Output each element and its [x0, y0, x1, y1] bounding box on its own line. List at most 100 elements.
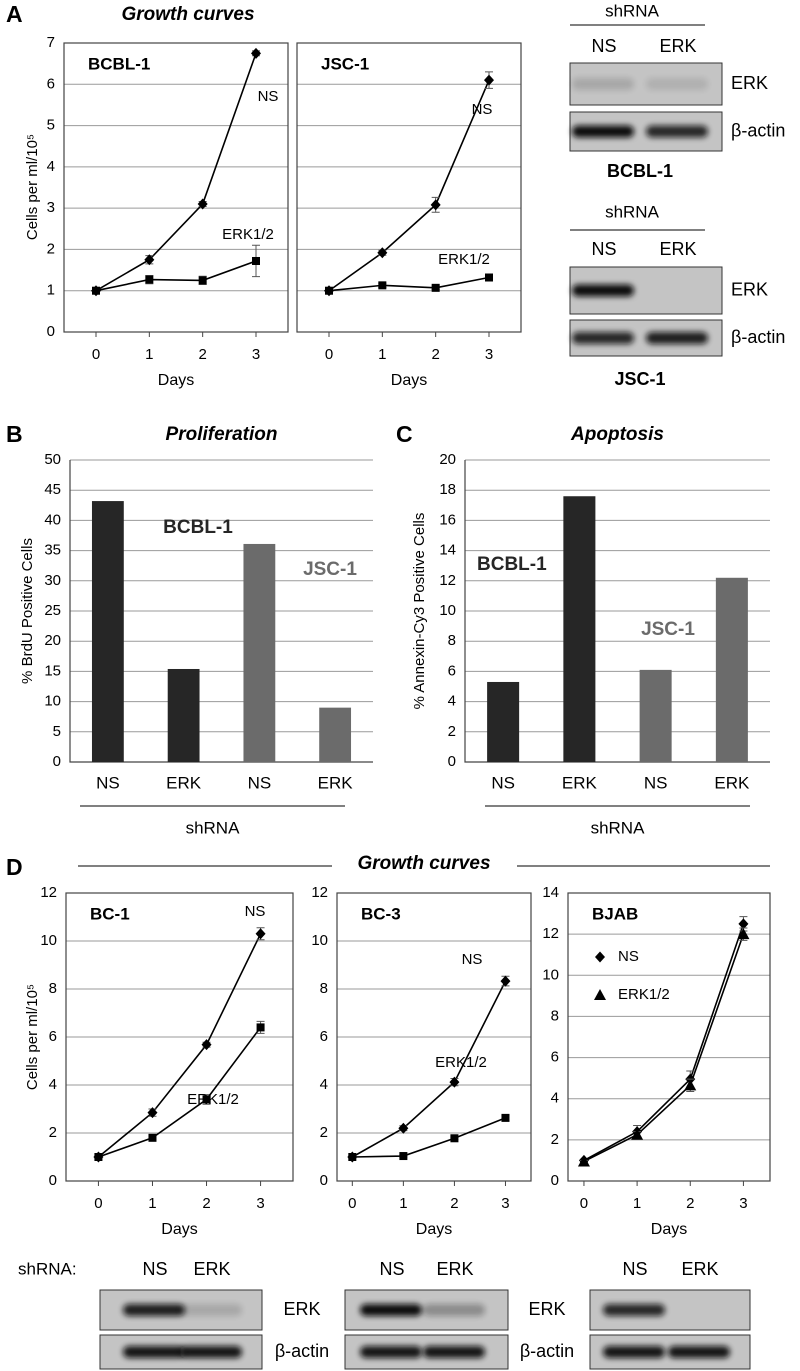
- marker: [398, 1122, 409, 1134]
- marker: [631, 1128, 644, 1140]
- y-axis-label: % Annexin-Cy3 Positive Cells: [411, 513, 428, 710]
- marker: [684, 1079, 697, 1091]
- y-tick-label: 8: [448, 632, 456, 649]
- x-tick-label: ERK: [166, 773, 202, 792]
- marker: [198, 276, 207, 285]
- band-label: β-actin: [731, 120, 785, 140]
- blot-band: [668, 1346, 730, 1358]
- lane-label: NS: [591, 36, 616, 56]
- y-tick-label: 14: [542, 884, 559, 901]
- blot-band: [180, 1304, 242, 1316]
- x-tick-label: NS: [491, 773, 515, 792]
- group-label: JSC-1: [641, 619, 695, 640]
- y-tick-label: 16: [439, 511, 456, 528]
- marker: [500, 975, 511, 987]
- group-label: JSC-1: [303, 559, 357, 580]
- bar: [715, 577, 748, 762]
- y-tick-label: 4: [448, 693, 456, 710]
- y-tick-label: 12: [311, 884, 328, 901]
- blot-header: shRNA: [605, 202, 660, 221]
- y-tick-label: 6: [49, 1028, 57, 1045]
- series-line: [98, 1026, 262, 1158]
- chart-name: JSC-1: [321, 54, 369, 73]
- lane-label: NS: [591, 239, 616, 259]
- y-tick-label: 15: [44, 662, 61, 679]
- series-line: [583, 933, 745, 1163]
- chart-title: Apoptosis: [570, 424, 664, 445]
- blot-band: [360, 1346, 422, 1358]
- y-tick-label: 8: [49, 980, 57, 997]
- lane-label: ERK: [681, 1259, 718, 1279]
- blot-header: shRNA: [605, 1, 660, 20]
- chart-name: BC-1: [90, 904, 130, 923]
- group-label: BCBL-1: [477, 554, 547, 575]
- plot-frame: [296, 42, 522, 333]
- plot-frame: [65, 892, 294, 1182]
- x-axis-label: Days: [158, 372, 194, 389]
- blot-header: shRNA:: [18, 1259, 77, 1278]
- series-label: NS: [258, 88, 279, 105]
- marker: [145, 275, 154, 284]
- x-axis-label: Days: [391, 372, 427, 389]
- y-tick-label: 2: [47, 240, 55, 257]
- x-tick-label: 2: [198, 346, 206, 363]
- blot-band: [646, 332, 708, 344]
- x-tick-label: 1: [378, 346, 386, 363]
- y-tick-label: 0: [448, 753, 456, 770]
- band-label: β-actin: [520, 1341, 574, 1361]
- y-tick-label: 8: [320, 980, 328, 997]
- marker: [94, 1153, 103, 1161]
- y-tick-label: 35: [44, 542, 61, 559]
- blot-cell-line: JSC-1: [614, 369, 665, 389]
- x-tick-label: 0: [325, 346, 333, 363]
- lane-label: NS: [622, 1259, 647, 1279]
- y-axis-label: Cells per ml/10⁵: [24, 984, 41, 1090]
- y-tick-label: 8: [551, 1007, 559, 1024]
- x-tick-label: 2: [431, 346, 439, 363]
- y-tick-label: 20: [439, 451, 456, 468]
- series-line: [328, 79, 490, 292]
- y-tick-label: 6: [320, 1028, 328, 1045]
- blot-band: [603, 1346, 665, 1358]
- panel-letter: D: [6, 854, 23, 880]
- series-line: [583, 923, 745, 1162]
- y-tick-label: 0: [49, 1172, 57, 1189]
- band-label: ERK: [528, 1299, 565, 1319]
- blot-band: [572, 332, 634, 344]
- lane-label: ERK: [436, 1259, 473, 1279]
- lane-label: NS: [379, 1259, 404, 1279]
- bar: [487, 681, 520, 762]
- marker: [147, 1107, 158, 1119]
- x-tick-label: 2: [686, 1195, 694, 1212]
- band-label: ERK: [731, 73, 768, 93]
- plot-frame: [567, 892, 771, 1182]
- marker: [484, 74, 494, 86]
- blot-band: [572, 78, 634, 90]
- y-axis-label: % BrdU Positive Cells: [19, 538, 36, 684]
- bar: [319, 707, 352, 762]
- x-tick-label: 1: [145, 346, 153, 363]
- y-tick-label: 25: [44, 602, 61, 619]
- lane-label: NS: [142, 1259, 167, 1279]
- marker: [252, 256, 260, 265]
- x-axis-label: shRNA: [186, 818, 241, 837]
- y-tick-label: 0: [53, 753, 61, 770]
- marker: [251, 47, 261, 59]
- y-tick-label: 6: [47, 75, 55, 92]
- x-axis-label: Days: [651, 1221, 687, 1238]
- y-tick-label: 18: [439, 481, 456, 498]
- lane-label: ERK: [659, 239, 696, 259]
- marker: [92, 286, 100, 295]
- blot-band: [603, 1304, 665, 1316]
- blot-band: [646, 125, 708, 138]
- x-tick-label: 3: [739, 1195, 747, 1212]
- band-label: β-actin: [275, 1341, 329, 1361]
- y-tick-label: 2: [49, 1124, 57, 1141]
- blot-band: [423, 1346, 485, 1358]
- marker: [501, 1113, 510, 1122]
- y-tick-label: 0: [47, 323, 55, 340]
- blot-band: [180, 1346, 242, 1358]
- panel-letter: B: [6, 421, 23, 447]
- marker: [449, 1076, 460, 1088]
